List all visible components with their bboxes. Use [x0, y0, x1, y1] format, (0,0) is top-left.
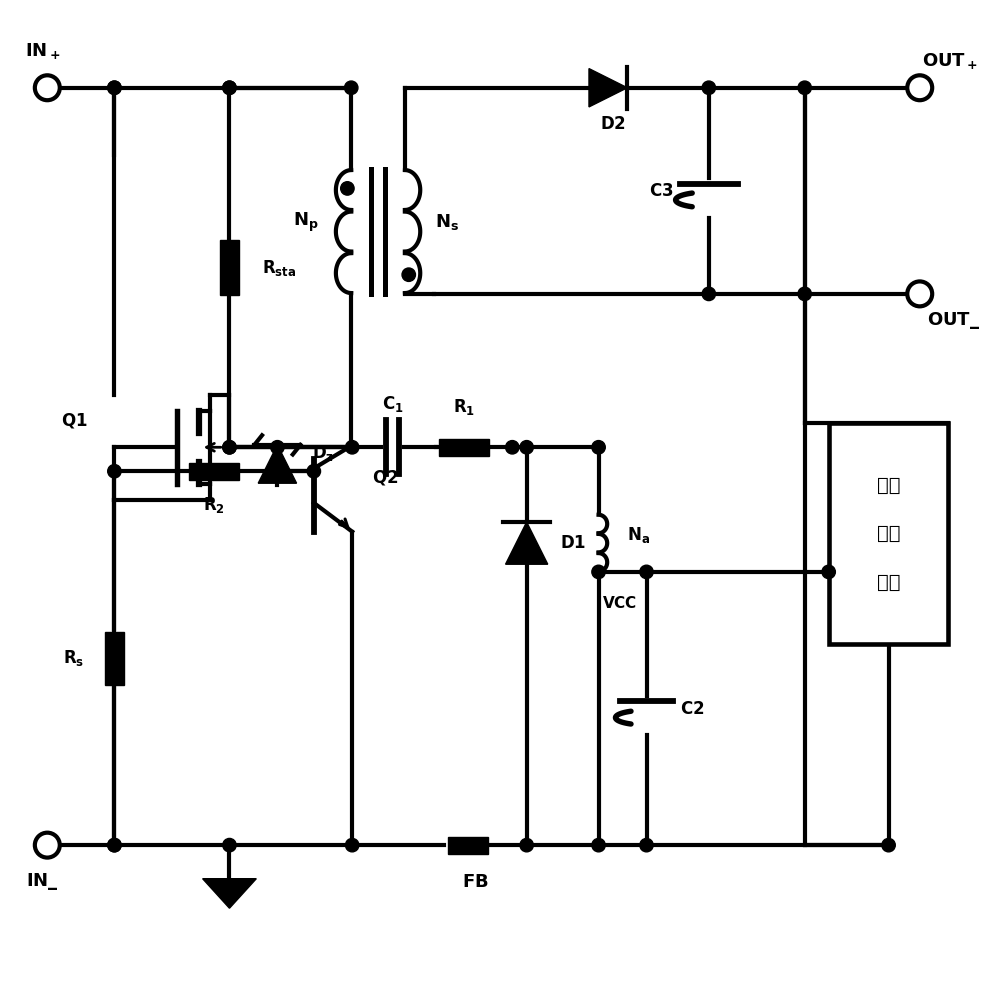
Circle shape [223, 441, 237, 454]
Circle shape [223, 441, 237, 454]
Polygon shape [506, 522, 548, 564]
Circle shape [592, 441, 605, 454]
Circle shape [35, 833, 60, 858]
Circle shape [344, 81, 358, 94]
Circle shape [223, 81, 237, 94]
Circle shape [345, 838, 359, 852]
Bar [189, 463, 239, 480]
Circle shape [223, 81, 237, 94]
Bar [828, 423, 949, 644]
Circle shape [107, 81, 121, 94]
Text: $\mathbf{FB}$: $\mathbf{FB}$ [462, 873, 489, 891]
Text: 隔离: 隔离 [877, 476, 900, 495]
Text: $\mathbf{C2}$: $\mathbf{C2}$ [680, 700, 705, 718]
Text: $\mathbf{VCC}$: $\mathbf{VCC}$ [602, 595, 637, 611]
Text: $\mathbf{C_1}$: $\mathbf{C_1}$ [382, 394, 403, 414]
Text: $\mathbf{D1}$: $\mathbf{D1}$ [560, 534, 586, 552]
Bar [440, 439, 489, 456]
Text: $\mathbf{OUT_+}$: $\mathbf{OUT_+}$ [922, 51, 978, 71]
Circle shape [640, 838, 653, 852]
Circle shape [35, 75, 60, 100]
Text: $\mathbf{C3}$: $\mathbf{C3}$ [649, 182, 673, 200]
Text: $\mathbf{R_2}$: $\mathbf{R_2}$ [203, 495, 225, 515]
Circle shape [107, 838, 121, 852]
Text: $\mathbf{Q1}$: $\mathbf{Q1}$ [61, 411, 88, 430]
Circle shape [907, 281, 932, 306]
Text: 网络: 网络 [877, 573, 900, 592]
Text: $\mathbf{N_s}$: $\mathbf{N_s}$ [435, 212, 459, 232]
Circle shape [798, 287, 811, 301]
Bar [448, 837, 488, 854]
Circle shape [907, 75, 932, 100]
Circle shape [223, 838, 237, 852]
Text: $\mathbf{N_p}$: $\mathbf{N_p}$ [293, 210, 319, 234]
Polygon shape [202, 879, 256, 908]
Circle shape [107, 465, 121, 478]
Bar [220, 240, 239, 295]
Circle shape [307, 465, 320, 478]
Circle shape [107, 838, 121, 852]
Circle shape [881, 838, 895, 852]
Circle shape [822, 565, 835, 579]
Bar [105, 632, 124, 685]
Text: $\mathbf{Q2}$: $\mathbf{Q2}$ [372, 468, 398, 487]
Circle shape [592, 565, 605, 579]
Circle shape [798, 81, 811, 94]
Circle shape [520, 838, 533, 852]
Text: $\mathbf{IN_+}$: $\mathbf{IN_+}$ [25, 41, 60, 61]
Text: $\mathbf{R_s}$: $\mathbf{R_s}$ [63, 648, 85, 668]
Circle shape [271, 465, 284, 478]
Text: $\mathbf{R_{sta}}$: $\mathbf{R_{sta}}$ [262, 258, 297, 278]
Text: $\mathbf{IN\_}$: $\mathbf{IN\_}$ [27, 871, 59, 892]
Text: $\mathbf{OUT\_}$: $\mathbf{OUT\_}$ [927, 310, 980, 331]
Circle shape [592, 838, 605, 852]
Circle shape [702, 287, 716, 301]
Text: $\mathbf{D_z}$: $\mathbf{D_z}$ [313, 443, 334, 463]
Text: $\mathbf{N_a}$: $\mathbf{N_a}$ [627, 525, 651, 545]
Circle shape [702, 81, 716, 94]
Text: $\mathbf{D2}$: $\mathbf{D2}$ [600, 115, 626, 133]
Circle shape [107, 81, 121, 94]
Polygon shape [258, 445, 297, 483]
Circle shape [520, 441, 533, 454]
Polygon shape [589, 69, 627, 107]
Circle shape [640, 565, 653, 579]
Text: 反馈: 反馈 [877, 524, 900, 543]
Text: $\mathbf{R_1}$: $\mathbf{R_1}$ [454, 397, 475, 417]
Circle shape [345, 441, 359, 454]
Circle shape [402, 268, 415, 281]
Circle shape [271, 441, 284, 454]
Circle shape [506, 441, 519, 454]
Circle shape [341, 182, 354, 195]
